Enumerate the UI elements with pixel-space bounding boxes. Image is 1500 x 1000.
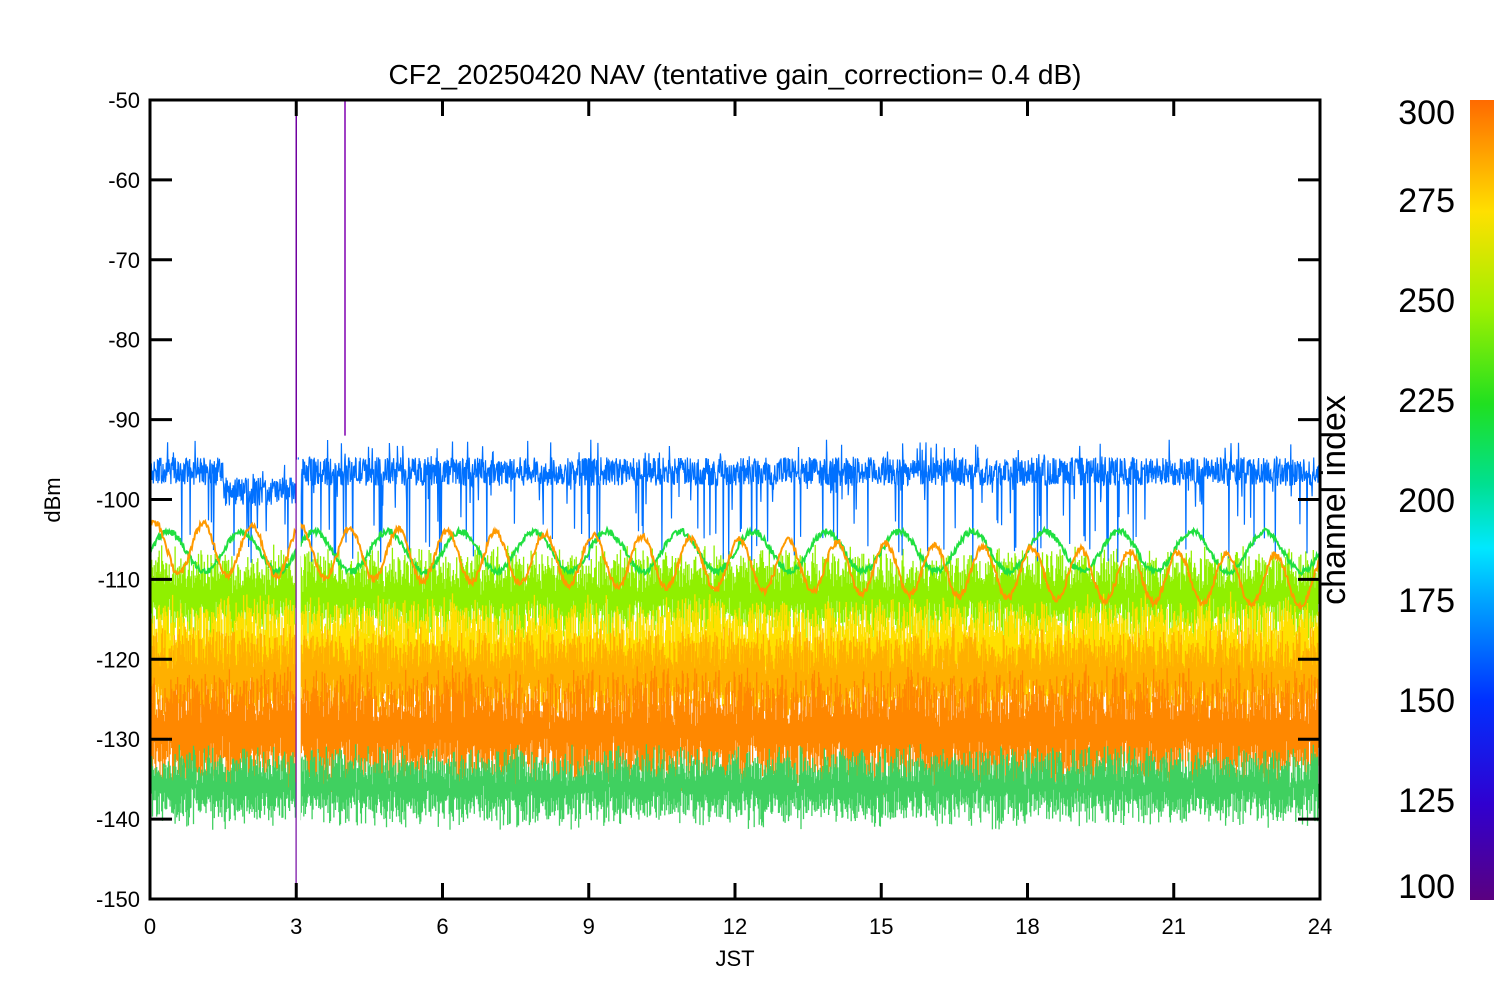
y-tick-label: -110 [98, 567, 140, 592]
y-tick-label: -70 [108, 248, 140, 273]
x-tick-label: 15 [869, 914, 893, 939]
x-tick-label: 24 [1308, 914, 1332, 939]
x-tick-label: 21 [1162, 914, 1186, 939]
colorbar-tick-label: 225 [1398, 382, 1455, 420]
series-ch280 [151, 518, 1320, 612]
x-tick-label: 9 [583, 914, 595, 939]
y-tick-label: -100 [96, 488, 140, 513]
colorbar-ticks: 300 275 250 225 200 175 150 125 100 [1398, 94, 1455, 906]
colorbar-tick-label: 150 [1398, 682, 1455, 720]
colorbar-tick-label: 125 [1398, 782, 1455, 820]
y-tick-label: -130 [96, 727, 140, 752]
series-band-ch295 [151, 664, 1320, 799]
y-tick-label: -90 [108, 408, 140, 433]
colorbar-label: channel index [1315, 395, 1353, 605]
y-tick-label: -140 [96, 807, 140, 832]
colorbar-tick-label: 100 [1398, 868, 1455, 906]
y-axis-label: dBm [40, 477, 65, 522]
y-tick-label: -120 [96, 647, 140, 672]
series-ch150 [151, 439, 1320, 563]
x-tick-label: 0 [144, 914, 156, 939]
colorbar-tick-label: 275 [1398, 182, 1455, 220]
x-tick-label: 18 [1015, 914, 1039, 939]
y-tick-label: -60 [108, 168, 140, 193]
x-tick-label: 3 [290, 914, 302, 939]
x-tick-label: 12 [723, 914, 747, 939]
x-axis-label: JST [715, 946, 754, 971]
series-ch215 [151, 525, 1320, 579]
series-band-ch255 [151, 544, 1320, 646]
colorbar-tick-label: 300 [1398, 94, 1455, 132]
colorbar-tick-label: 250 [1398, 282, 1455, 320]
y-tick-label: -150 [96, 887, 140, 912]
x-tick-label: 6 [436, 914, 448, 939]
y-tick-label: -50 [108, 88, 140, 113]
colorbar [1470, 100, 1494, 900]
y-tick-label: -80 [108, 328, 140, 353]
colorbar-tick-label: 200 [1398, 482, 1455, 520]
series-band-ch230 [151, 744, 1320, 830]
colorbar-tick-label: 175 [1398, 582, 1455, 620]
ticks-layer: 0 3 6 9 12 15 18 21 24 -50 -60 -70 -80 -90 -100 -110 -12… [96, 88, 1332, 939]
data-layer [151, 101, 1320, 899]
series-band-ch290 [151, 623, 1320, 727]
chart-title: CF2_20250420 NAV (tentative gain_correct… [389, 59, 1082, 90]
data-gap [296, 459, 301, 899]
